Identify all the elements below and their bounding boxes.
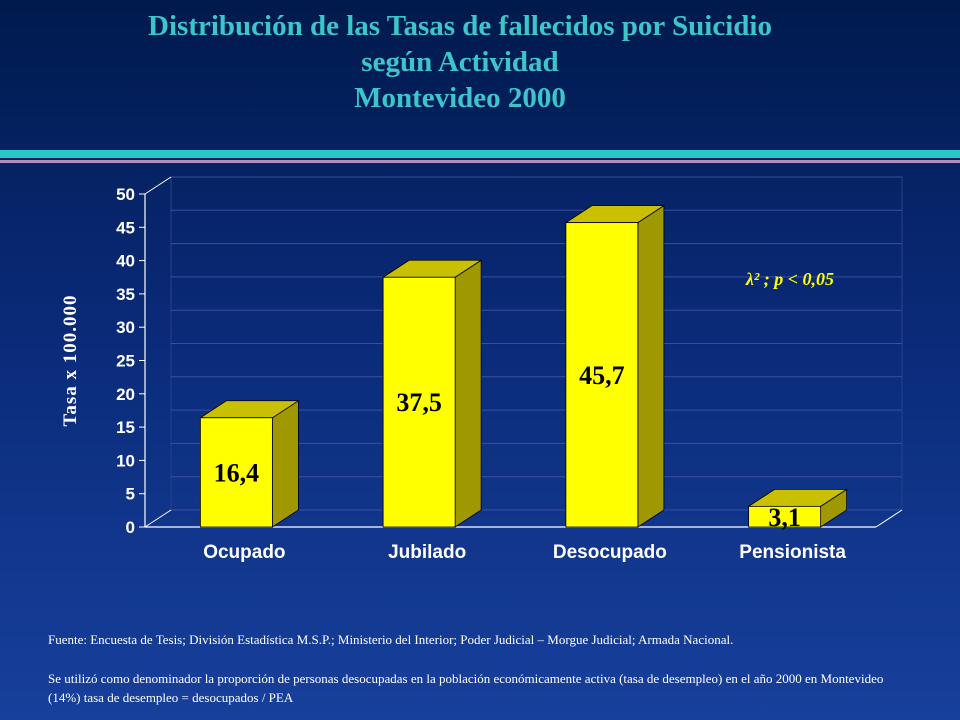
y-tick-label: 10 <box>116 451 135 470</box>
y-axis-label: Tasa x 100.000 <box>60 294 81 426</box>
title-line-2: según Actividad <box>361 46 559 78</box>
bar-side <box>637 204 665 528</box>
data-label: 3,1 <box>768 503 801 532</box>
bar <box>199 417 273 528</box>
y-tick-label: 15 <box>116 418 135 437</box>
title-line-1: Distribución de las Tasas de fallecidos … <box>148 10 772 42</box>
y-tick-label: 45 <box>116 218 135 237</box>
y-tick-label: 0 <box>126 518 135 537</box>
y-tick-label: 25 <box>116 352 135 371</box>
y-tick-label: 35 <box>116 285 135 304</box>
bar-side <box>454 259 482 528</box>
y-tick-label: 40 <box>116 252 135 271</box>
category-label: Desocupado <box>553 542 667 563</box>
y-tick-label: 50 <box>116 185 135 204</box>
bar-chart: 0 5 10 15 20 25 30 35 40 45 50 Tasa x 100.000 16,4 Oc… <box>60 176 903 563</box>
category-label: Ocupado <box>203 542 285 563</box>
divider-pink <box>0 160 960 163</box>
method-note: Se utilizó como denominador la proporció… <box>48 671 884 705</box>
bar <box>565 222 639 528</box>
category-label: Pensionista <box>739 542 846 563</box>
data-label: 37,5 <box>396 388 442 417</box>
bar <box>748 505 822 528</box>
chart-title: Distribución de las Tasas de fallecidos … <box>0 8 920 116</box>
y-tick-label: 30 <box>116 318 135 337</box>
title-line-3: Montevideo 2000 <box>354 82 566 114</box>
source-note: Fuente: Encuesta de Tesis; División Esta… <box>48 632 734 647</box>
divider-cyan <box>0 150 960 158</box>
category-label: Jubilado <box>388 542 466 563</box>
significance-annotation: λ² ; p < 0,05 <box>745 269 834 289</box>
bar-side <box>271 400 299 528</box>
y-tick-label: 5 <box>126 485 135 504</box>
axis-depth-right <box>875 509 903 528</box>
data-label: 45,7 <box>579 361 625 390</box>
axis-depth-bottom <box>144 509 172 528</box>
bar <box>382 276 456 528</box>
axis-depth-top <box>144 176 172 195</box>
data-label: 16,4 <box>214 458 260 487</box>
y-tick-label: 20 <box>116 385 135 404</box>
